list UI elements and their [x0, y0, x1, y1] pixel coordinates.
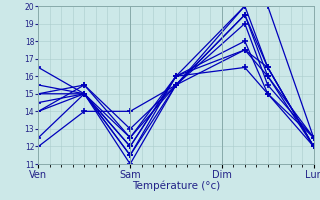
X-axis label: Température (°c): Température (°c)	[132, 181, 220, 191]
